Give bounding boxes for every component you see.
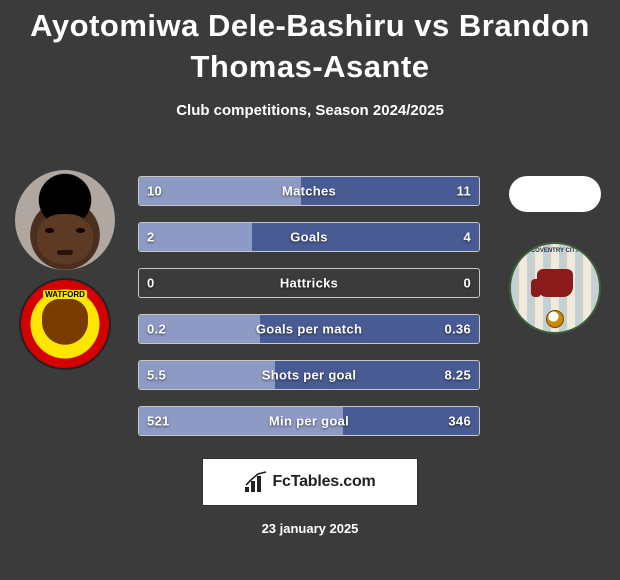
stat-row: 521 Min per goal 346	[138, 406, 480, 436]
fctables-logo-icon	[244, 471, 268, 493]
stat-row: 5.5 Shots per goal 8.25	[138, 360, 480, 390]
stat-right-value: 11	[457, 184, 471, 199]
face-placeholder-icon	[15, 170, 115, 270]
stat-fill-left	[139, 177, 301, 205]
stat-name-label: Goals	[290, 230, 328, 245]
stat-left-value: 0	[147, 276, 155, 291]
season-subtitle: Club competitions, Season 2024/2025	[0, 102, 620, 119]
stat-name-label: Matches	[282, 184, 336, 199]
stat-left-value: 5.5	[147, 368, 166, 383]
generation-date: 23 january 2025	[262, 521, 359, 536]
player-right-column: COVENTRY CITY	[500, 170, 610, 334]
comparison-card: Ayotomiwa Dele-Bashiru vs Brandon Thomas…	[0, 0, 620, 580]
player-right-avatar-placeholder	[509, 176, 601, 212]
stat-right-value: 346	[448, 414, 471, 429]
stat-row: 10 Matches 11	[138, 176, 480, 206]
stat-right-value: 8.25	[444, 368, 471, 383]
stat-left-value: 521	[147, 414, 170, 429]
brand-footer[interactable]: FcTables.com	[202, 458, 418, 506]
club-left-label: WATFORD	[43, 290, 87, 299]
stat-left-value: 0.2	[147, 322, 166, 337]
stat-name-label: Hattricks	[280, 276, 338, 291]
stat-right-value: 0.36	[444, 322, 471, 337]
stat-left-value: 10	[147, 184, 162, 199]
stat-row: 2 Goals 4	[138, 222, 480, 252]
club-right-label: COVENTRY CITY	[531, 248, 579, 254]
stat-right-value: 0	[463, 276, 471, 291]
stat-fill-left	[139, 223, 252, 251]
player-left-column: WATFORD	[10, 170, 120, 370]
club-badge-right: COVENTRY CITY	[509, 242, 601, 334]
stat-name-label: Shots per goal	[262, 368, 357, 383]
brand-name: FcTables.com	[272, 473, 375, 491]
stats-container: 10 Matches 11 2 Goals 4 0 Hattricks 0 0.2 Goals pe…	[138, 176, 480, 436]
stat-left-value: 2	[147, 230, 155, 245]
page-title: Ayotomiwa Dele-Bashiru vs Brandon Thomas…	[0, 0, 620, 88]
stat-name-label: Min per goal	[269, 414, 349, 429]
stat-row: 0 Hattricks 0	[138, 268, 480, 298]
stat-row: 0.2 Goals per match 0.36	[138, 314, 480, 344]
stat-right-value: 4	[463, 230, 471, 245]
club-badge-left: WATFORD	[19, 278, 111, 370]
stat-fill-right	[252, 223, 479, 251]
player-left-avatar	[15, 170, 115, 270]
stat-name-label: Goals per match	[256, 322, 362, 337]
